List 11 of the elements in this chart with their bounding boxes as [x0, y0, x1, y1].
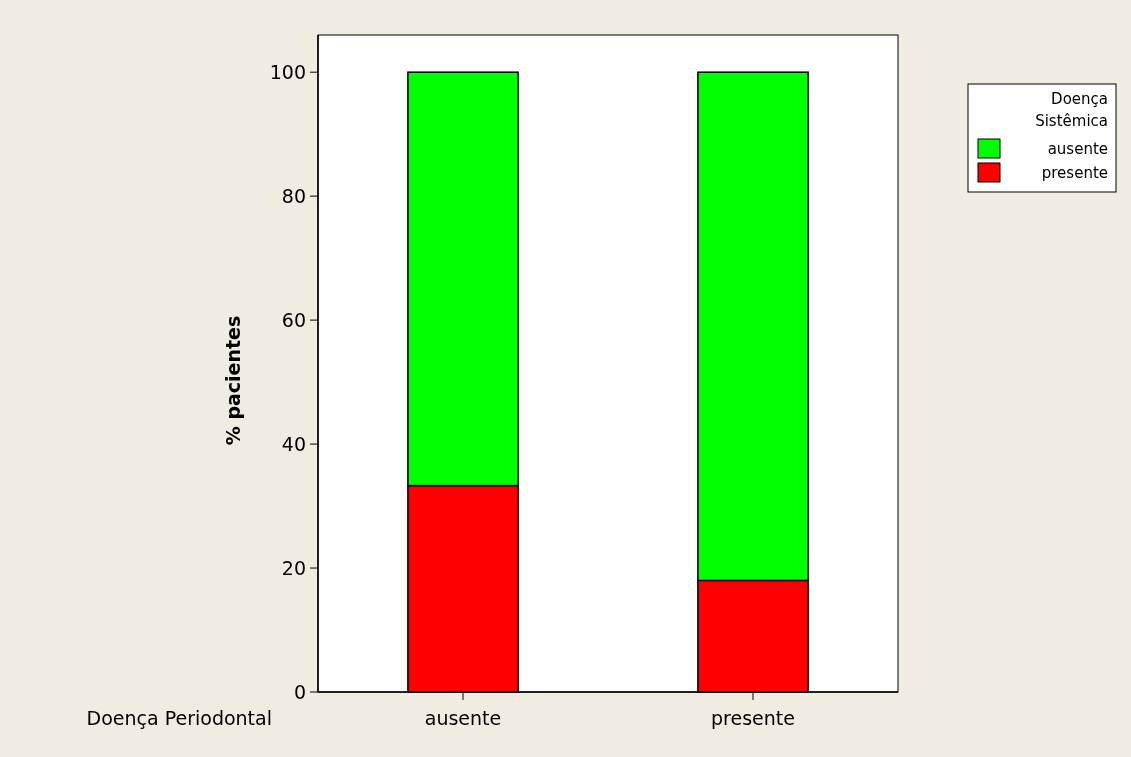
x-axis-title: Doença Periodontal: [86, 707, 272, 729]
text: presente: [1041, 164, 1108, 182]
y-tick-label: 100: [269, 60, 306, 83]
y-tick-label: 20: [281, 556, 306, 579]
y-axis-title: % pacientes: [222, 315, 244, 446]
legend-title: Doença Sistêmica: [1035, 90, 1108, 130]
y-tick-label: 0: [293, 680, 306, 703]
y-tick-label: 40: [281, 432, 306, 455]
y-tick-label: 60: [281, 308, 306, 331]
text: ausente: [1047, 140, 1108, 158]
y-tick-label: 80: [281, 184, 306, 207]
